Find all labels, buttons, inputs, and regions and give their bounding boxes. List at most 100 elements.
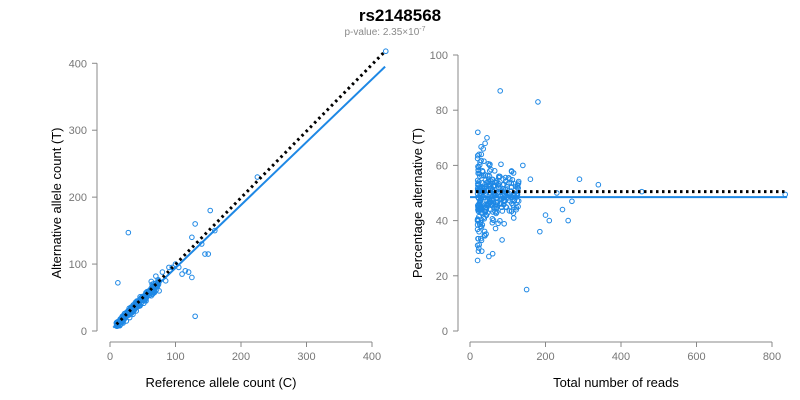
left-data-point — [192, 221, 198, 227]
right-y-tick-label: 0 — [442, 326, 448, 338]
left-y-tick-label: 300 — [69, 125, 87, 137]
subtitle-prefix: p-value: 2.35×10 — [344, 27, 419, 38]
right-data-point — [508, 168, 515, 175]
right-data-point — [487, 177, 494, 184]
right-x-tick-label: 600 — [687, 351, 705, 363]
left-y-tick-label: 200 — [69, 192, 87, 204]
right-data-point — [493, 180, 500, 186]
left-data-point — [182, 267, 189, 274]
right-data-point — [510, 215, 517, 221]
right-data-point — [576, 176, 583, 182]
right-data-point — [476, 241, 482, 248]
right-data-point — [476, 228, 482, 235]
right-data-point — [515, 198, 522, 204]
right-data-point — [475, 129, 481, 136]
left-data-point — [115, 320, 121, 327]
left-y-tick-label: 100 — [69, 259, 87, 271]
chart-subtitle: p-value: 2.35×10-7 — [344, 26, 425, 38]
right-data-point — [493, 178, 500, 184]
right-data-point — [481, 158, 487, 164]
right-data-point — [546, 217, 553, 224]
left-y-axis: 0 100 200 300 400 Alternative allele count (T… — [49, 58, 98, 338]
right-data-point — [501, 220, 507, 227]
right-trend-lines — [470, 190, 788, 199]
right-data-point — [479, 172, 485, 179]
right-plot-panel: 0 200 400 600 800 Total number of reads 0 20 40 6… — [410, 50, 789, 390]
right-data-point — [477, 235, 484, 242]
right-data-point — [475, 235, 481, 242]
right-x-tick-label: 200 — [536, 351, 554, 363]
right-data-point — [499, 208, 506, 214]
right-points — [474, 88, 789, 293]
right-data-point — [492, 225, 499, 232]
right-data-point — [475, 248, 482, 254]
left-data-point — [254, 174, 261, 180]
subtitle-exponent: -7 — [419, 26, 425, 33]
right-x-axis: 0 200 400 600 800 Total number of reads — [467, 341, 781, 390]
right-data-point — [502, 178, 509, 185]
right-data-point — [486, 181, 493, 188]
right-data-point — [497, 173, 503, 180]
right-x-tick-label: 0 — [467, 351, 473, 363]
right-data-point — [595, 181, 602, 188]
right-data-point — [515, 178, 522, 185]
left-fit-line — [112, 65, 386, 329]
right-data-point — [569, 198, 575, 205]
right-data-point — [537, 228, 543, 235]
right-data-point — [478, 217, 485, 223]
right-data-point — [489, 250, 496, 257]
right-data-point — [482, 184, 488, 191]
right-y-tick-label: 80 — [436, 105, 448, 117]
left-trend-lines — [112, 50, 387, 329]
right-data-point — [492, 208, 498, 215]
right-data-point — [478, 144, 484, 150]
right-data-point — [475, 164, 482, 171]
right-y-axis: 0 20 40 60 80 100 Percentage alternative (T) — [410, 50, 459, 338]
left-data-point — [382, 48, 389, 55]
right-data-point — [476, 151, 482, 158]
left-data-point — [115, 280, 121, 286]
right-data-point — [476, 245, 482, 251]
right-data-point — [500, 201, 507, 208]
right-data-point — [514, 182, 521, 188]
right-data-point — [487, 206, 494, 213]
right-data-point — [482, 201, 489, 208]
right-x-tick-label: 400 — [612, 351, 630, 363]
right-data-point — [489, 215, 496, 222]
right-data-point — [474, 257, 481, 264]
left-data-point — [185, 269, 192, 275]
left-data-point — [202, 251, 208, 257]
right-y-tick-label: 20 — [436, 271, 448, 283]
right-data-point — [483, 212, 490, 219]
left-data-point — [123, 311, 129, 318]
left-x-tick-label: 400 — [363, 351, 381, 363]
left-data-point — [189, 234, 195, 241]
right-data-point — [498, 161, 504, 168]
right-data-point — [520, 162, 526, 169]
left-data-point — [207, 207, 214, 214]
right-data-point — [505, 174, 512, 181]
right-data-point — [486, 253, 492, 260]
left-x-tick-label: 300 — [297, 351, 315, 363]
right-data-point — [489, 219, 496, 226]
left-data-point — [212, 227, 218, 234]
right-data-point — [478, 151, 485, 158]
left-x-tick-label: 0 — [107, 351, 113, 363]
right-data-point — [474, 177, 481, 184]
left-reference-line — [115, 50, 387, 326]
left-data-point — [205, 251, 212, 257]
left-x-tick-label: 200 — [232, 351, 250, 363]
right-data-point — [475, 163, 481, 170]
chart-title: rs2148568 — [359, 6, 441, 25]
right-data-point — [482, 208, 489, 215]
right-data-point — [510, 210, 517, 216]
right-y-axis-title: Percentage alternative (T) — [410, 128, 425, 278]
right-y-tick-label: 60 — [436, 160, 448, 172]
right-data-point — [477, 159, 483, 165]
left-x-axis: 0 100 200 300 400 Reference allele count (C) — [107, 341, 381, 390]
left-y-tick-label: 400 — [69, 58, 87, 70]
right-data-point — [482, 233, 488, 239]
left-data-point — [179, 271, 185, 277]
